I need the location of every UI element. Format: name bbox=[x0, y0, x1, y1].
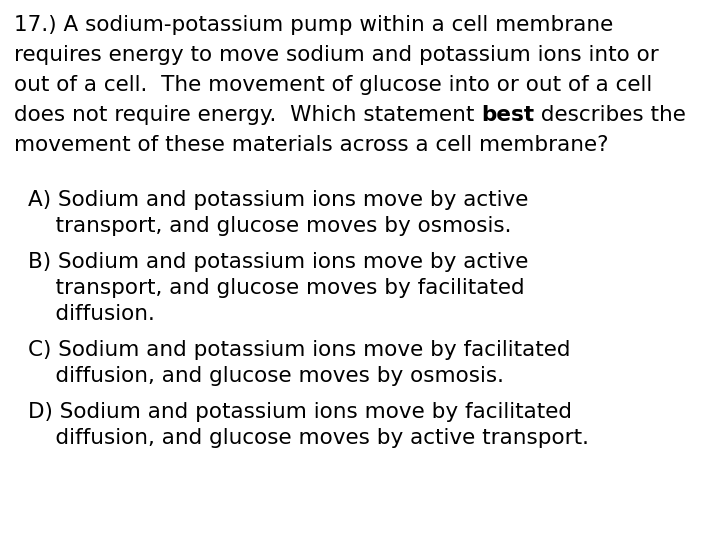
Text: describes the: describes the bbox=[534, 105, 686, 125]
Text: transport, and glucose moves by osmosis.: transport, and glucose moves by osmosis. bbox=[28, 216, 511, 236]
Text: best: best bbox=[481, 105, 534, 125]
Text: requires energy to move sodium and potassium ions into or: requires energy to move sodium and potas… bbox=[14, 45, 659, 65]
Text: diffusion, and glucose moves by active transport.: diffusion, and glucose moves by active t… bbox=[28, 428, 589, 448]
Text: diffusion.: diffusion. bbox=[28, 304, 155, 324]
Text: D) Sodium and potassium ions move by facilitated: D) Sodium and potassium ions move by fac… bbox=[28, 402, 572, 422]
Text: 17.) A sodium-potassium pump within a cell membrane: 17.) A sodium-potassium pump within a ce… bbox=[14, 15, 613, 35]
Text: C) Sodium and potassium ions move by facilitated: C) Sodium and potassium ions move by fac… bbox=[28, 340, 570, 360]
Text: out of a cell.  The movement of glucose into or out of a cell: out of a cell. The movement of glucose i… bbox=[14, 75, 652, 95]
Text: does not require energy.  Which statement: does not require energy. Which statement bbox=[14, 105, 481, 125]
Text: diffusion, and glucose moves by osmosis.: diffusion, and glucose moves by osmosis. bbox=[28, 366, 504, 386]
Text: A) Sodium and potassium ions move by active: A) Sodium and potassium ions move by act… bbox=[28, 190, 528, 210]
Text: B) Sodium and potassium ions move by active: B) Sodium and potassium ions move by act… bbox=[28, 252, 528, 272]
Text: transport, and glucose moves by facilitated: transport, and glucose moves by facilita… bbox=[28, 278, 525, 298]
Text: movement of these materials across a cell membrane?: movement of these materials across a cel… bbox=[14, 135, 608, 155]
